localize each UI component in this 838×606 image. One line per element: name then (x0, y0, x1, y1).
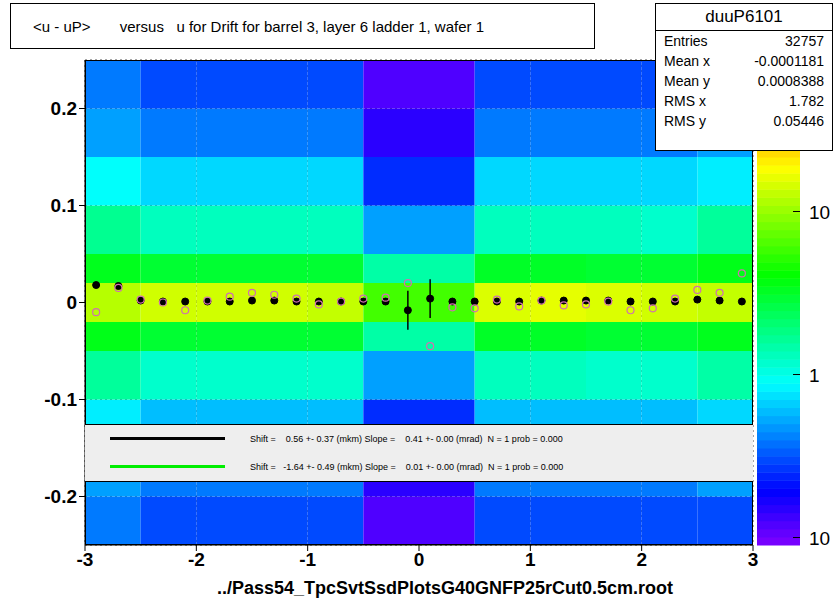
svg-text:0.2: 0.2 (51, 98, 77, 119)
html-text:0.0008388: 0.0008388 (757, 73, 824, 89)
svg-text:0: 0 (66, 292, 77, 313)
svg-text:0: 0 (414, 549, 425, 570)
html-text:32757: 32757 (785, 33, 824, 49)
svg-text:1: 1 (809, 365, 820, 386)
svg-text:-3: -3 (77, 549, 94, 570)
html-text:<u - uP> versus u for Drift fo: <u - uP> versus u for Drift for barrel 3… (33, 17, 484, 35)
svg-text:-0.2: -0.2 (44, 486, 77, 507)
svg-text:0.1: 0.1 (51, 195, 78, 216)
svg-text:1: 1 (525, 549, 536, 570)
svg-text:-2: -2 (188, 549, 205, 570)
html-text:RMS y: RMS y (664, 113, 706, 129)
svg-text:10: 10 (809, 202, 830, 223)
html-text:Entries: Entries (664, 33, 708, 49)
html-text:duuP6101: duuP6101 (705, 7, 783, 26)
html-text:0.05446: 0.05446 (773, 113, 824, 129)
html-text:Mean y: Mean y (664, 73, 710, 89)
svg-text:3: 3 (748, 549, 759, 570)
html-text:Shift = 0.56 +- 0.37 (mkm) Slo: Shift = 0.56 +- 0.37 (mkm) Slope = 0.41 … (250, 433, 563, 444)
svg-text:-0.1: -0.1 (44, 389, 77, 410)
svg-text:-1: -1 (299, 549, 316, 570)
html-text:Shift = -1.64 +- 0.49 (mkm) Sl: Shift = -1.64 +- 0.49 (mkm) Slope = 0.01… (250, 461, 564, 472)
html-text:1.782: 1.782 (789, 93, 824, 109)
html-text:Mean x: Mean x (664, 53, 710, 69)
svg-text:2: 2 (636, 549, 647, 570)
html-text:RMS x: RMS x (664, 93, 706, 109)
html-text:-0.0001181: -0.0001181 (754, 53, 824, 69)
html-text:../Pass54_TpcSvtSsdPlotsG40GNF: ../Pass54_TpcSvtSsdPlotsG40GNFP25rCut0.5… (216, 578, 674, 598)
svg-text:10: 10 (809, 528, 830, 549)
